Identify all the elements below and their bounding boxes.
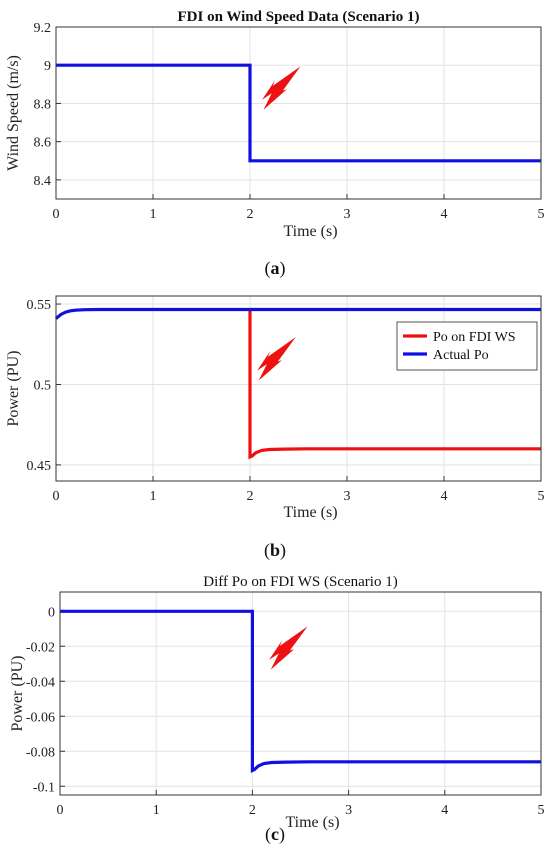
legend-entry: Po on FDI WS (433, 330, 516, 345)
x-tick-label: 3 (344, 489, 351, 504)
chart-panel-a: 0 1 2 3 4 5 8.4 8.6 8.8 9 9.2 FDI on Wind Speed Dat… (5, 9, 545, 279)
x-axis-label: Time (s) (283, 504, 337, 521)
series-line-0 (60, 609, 541, 774)
x-tick-label: 1 (153, 803, 160, 818)
x-tick-label: 2 (247, 489, 254, 504)
y-tick-label: -0.02 (26, 640, 55, 655)
axes-frame (55, 295, 542, 482)
panel-caption: (b) (264, 540, 286, 561)
axes-frame (55, 26, 542, 200)
lightning-bolt-icon (259, 63, 304, 113)
y-tick-label: 0.55 (27, 298, 52, 313)
y-axis-label: Power (PU) (5, 351, 22, 427)
y-tick-label: 0.45 (27, 459, 52, 474)
x-tick-label: 1 (150, 207, 157, 222)
y-tick-label: 0.5 (34, 378, 52, 393)
legend-entry: Actual Po (433, 348, 489, 363)
lightning-bolt-icon (266, 623, 311, 673)
legend: Po on FDI WS Actual Po (396, 321, 538, 371)
x-tick-label: 4 (441, 207, 448, 222)
chart-panel-b: 0 1 2 3 4 5 0.45 0.5 0.55 Po on FDI WS Actual Po Ti… (5, 295, 545, 561)
x-tick-label: 2 (249, 803, 256, 818)
chart-title: FDI on Wind Speed Data (Scenario 1) (178, 9, 420, 25)
x-axis-label: Time (s) (283, 223, 337, 240)
chart-title: Diff Po on FDI WS (Scenario 1) (203, 574, 397, 590)
x-tick-label: 0 (57, 803, 64, 818)
x-tick-label: 5 (538, 207, 545, 222)
legend-box (396, 321, 538, 371)
y-tick-label: 8.8 (34, 97, 52, 112)
x-tick-label: 0 (53, 489, 60, 504)
y-tick-label: -0.04 (26, 675, 55, 690)
x-tick-label: 4 (441, 803, 448, 818)
y-axis-label: Wind Speed (m/s) (5, 55, 22, 171)
x-tick-label: 5 (538, 803, 545, 818)
y-tick-label: -0.1 (33, 780, 55, 795)
x-tick-label: 2 (247, 207, 254, 222)
y-tick-label: -0.06 (26, 710, 55, 725)
y-tick-label: -0.08 (26, 745, 55, 760)
x-axis-label: Time (s) (285, 814, 339, 831)
series-line-actual-po (54, 307, 541, 320)
series-line-po-on-fdi-ws (248, 310, 541, 460)
y-tick-label: 8.6 (34, 136, 52, 151)
x-tick-label: 3 (345, 803, 352, 818)
y-tick-label: 8.4 (34, 174, 52, 189)
x-tick-label: 5 (538, 489, 545, 504)
panel-caption: (a) (265, 258, 286, 279)
y-axis-label: Power (PU) (9, 656, 26, 732)
x-tick-label: 4 (441, 489, 448, 504)
x-tick-label: 3 (344, 207, 351, 222)
axes-frame (59, 591, 542, 796)
x-tick-label: 1 (150, 489, 157, 504)
y-tick-label: 0 (48, 605, 55, 620)
plot-area (56, 27, 541, 199)
series-line-0 (56, 63, 541, 163)
y-tick-label: 9 (44, 59, 51, 74)
panel-caption: (c) (265, 824, 285, 845)
y-tick-label: 9.2 (34, 21, 52, 36)
plot-area (60, 592, 541, 795)
lightning-bolt-icon (254, 334, 299, 383)
x-tick-label: 0 (53, 207, 60, 222)
chart-panel-c: 0 1 2 3 4 5 0 -0.02 -0.04 -0.06 -0.08 -0.1 Diff Po o… (9, 574, 545, 845)
